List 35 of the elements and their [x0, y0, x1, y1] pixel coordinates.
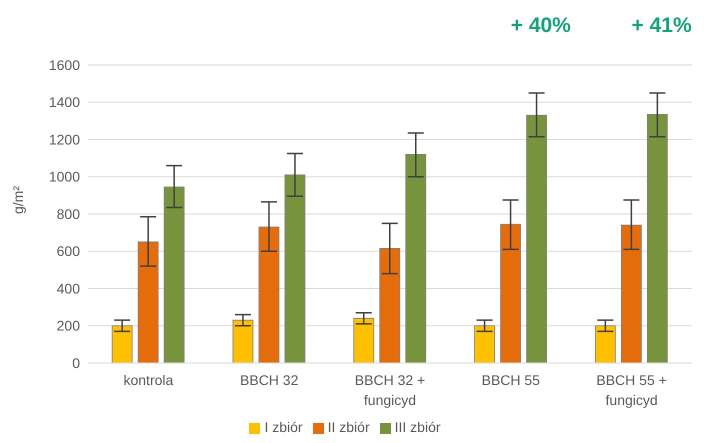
bar	[379, 248, 400, 363]
text: + 41%	[630, 14, 693, 38]
bar	[232, 320, 254, 363]
bar	[164, 186, 185, 363]
y-tick-label: 1200	[48, 131, 80, 148]
x-tick-label: BBCH 55	[482, 372, 540, 388]
legend-label: II zbiór	[328, 419, 370, 435]
bar	[620, 224, 642, 363]
x-tick-label: kontrola	[123, 372, 174, 388]
bar	[405, 154, 426, 363]
x-tick-label: BBCH 32 + fungicyd	[354, 372, 426, 408]
bar	[526, 114, 547, 363]
y-tick-label: 800	[56, 206, 80, 222]
text: + 40%	[510, 14, 572, 38]
y-tick-label: 1400	[48, 94, 80, 110]
y-tick-label: 0	[72, 354, 80, 371]
legend-label: I zbiór	[264, 419, 303, 435]
bar	[500, 224, 521, 363]
legend-label: III zbiór	[394, 419, 441, 435]
x-tick-label: BBCH 55 + fungicyd	[596, 372, 667, 408]
y-tick-label: 600	[56, 243, 80, 260]
bar	[258, 226, 280, 363]
bar	[112, 325, 133, 363]
bar	[353, 318, 374, 363]
bar	[646, 114, 668, 363]
y-axis-title: g/m²	[10, 186, 26, 214]
bar	[474, 325, 495, 363]
y-tick-label: 400	[56, 280, 80, 296]
y-tick-label: 1000	[48, 168, 80, 185]
bar	[138, 242, 159, 363]
bar	[594, 325, 616, 363]
x-tick-label: BBCH 32	[240, 372, 299, 388]
bar	[284, 174, 306, 363]
y-tick-label: 1600	[48, 56, 80, 73]
y-tick-label: 200	[56, 318, 80, 334]
